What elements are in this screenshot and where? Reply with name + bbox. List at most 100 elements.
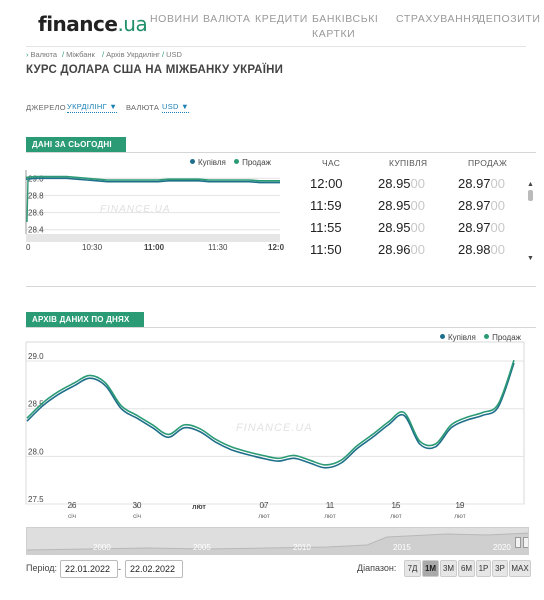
- nav-deposits[interactable]: ДЕПОЗИТИ: [478, 13, 541, 25]
- chart-x-tick-month: лют: [390, 513, 402, 520]
- nav-bank-cards-line2[interactable]: КАРТКИ: [312, 28, 356, 40]
- cell-sell-tail: 00: [490, 176, 506, 191]
- scroll-up-icon[interactable]: ▲: [527, 181, 534, 188]
- section-divider: [26, 152, 536, 153]
- column-header-sell: ПРОДАЖ: [468, 158, 508, 168]
- cell-sell: 28.9700: [458, 176, 505, 191]
- nav-credits[interactable]: КРЕДИТИ: [255, 13, 308, 25]
- legend-dot-icon: [484, 334, 490, 340]
- archive-legend: Купівля Продаж: [440, 333, 521, 342]
- cell-buy: 28.9600: [378, 242, 425, 257]
- chart-y-tick: 28.8: [28, 191, 44, 200]
- column-header-time: ЧАС: [322, 158, 341, 168]
- logo-text: finance: [38, 12, 118, 36]
- table-row: 11:59 28.9500 28.9700: [296, 198, 524, 220]
- date-to-input[interactable]: 22.02.2022: [125, 560, 183, 578]
- cell-buy-value: 28.95: [378, 220, 411, 235]
- cell-buy-value: 28.95: [378, 198, 411, 213]
- range-button-3m[interactable]: 3М: [440, 560, 457, 577]
- chart-x-tick-month: лют: [258, 513, 270, 520]
- source-value: УКРДІЛІНГ: [67, 102, 107, 111]
- legend-label: Купівля: [448, 333, 476, 342]
- cell-buy-value: 28.95: [378, 176, 411, 191]
- cell-buy-tail: 00: [410, 176, 426, 191]
- chevron-right-icon: ›: [26, 50, 29, 59]
- cell-sell-value: 28.97: [458, 220, 491, 235]
- slash-icon: /: [162, 50, 165, 59]
- chart-watermark: FINANCE.UA: [236, 422, 313, 434]
- period-label: Період:: [26, 563, 58, 573]
- breadcrumb-label: Міжбанк: [66, 50, 95, 59]
- range-button-max[interactable]: MAX: [509, 560, 531, 577]
- chart-y-tick: 27.5: [28, 495, 44, 504]
- currency-select[interactable]: USD ▼: [162, 102, 189, 113]
- range-label: Діапазон:: [357, 563, 397, 573]
- legend-label: Продаж: [242, 158, 272, 167]
- range-button-3y[interactable]: 3Р: [492, 560, 508, 577]
- cell-buy-tail: 00: [410, 242, 426, 257]
- column-header-buy: КУПІВЛЯ: [389, 158, 428, 168]
- section-divider: [26, 327, 536, 328]
- table-row: 11:55 28.9500 28.9700: [296, 220, 524, 242]
- date-from-input[interactable]: 22.01.2022: [60, 560, 118, 578]
- chart-x-tick-day: 19: [456, 501, 465, 510]
- legend-item-sell[interactable]: Продаж: [484, 333, 521, 342]
- breadcrumb: › Валюта / Міжбанк / Архів Укрдилінг / USD: [26, 46, 526, 60]
- range-button-1m[interactable]: 1М: [422, 560, 439, 577]
- range-navigator[interactable]: 2000 2005 2010 2015 2020: [26, 527, 529, 555]
- breadcrumb-item[interactable]: / USD: [162, 50, 182, 59]
- navigator-left-handle[interactable]: [515, 537, 521, 548]
- dropdown-arrow-icon: ▼: [109, 102, 118, 111]
- cell-sell-value: 28.97: [458, 198, 491, 213]
- range-button-7d[interactable]: 7Д: [404, 560, 421, 577]
- cell-buy-value: 28.96: [378, 242, 411, 257]
- currency-label: ВАЛЮТА: [126, 103, 160, 112]
- navigator-year: 2010: [293, 543, 311, 552]
- breadcrumb-item[interactable]: › Валюта: [26, 50, 57, 59]
- chart-x-tick-day: 07: [260, 501, 269, 510]
- section-divider: [26, 286, 536, 287]
- nav-bank-cards[interactable]: БАНКІВСЬКІ: [312, 13, 379, 25]
- currency-value: USD: [162, 102, 179, 111]
- chart-x-tick-month: січ: [133, 512, 141, 520]
- breadcrumb-label: Архів Укрдилінг: [106, 50, 160, 59]
- chart-watermark: FINANCE.UA: [100, 204, 171, 215]
- navigator-right-handle[interactable]: [523, 537, 528, 548]
- breadcrumb-label: USD: [166, 50, 182, 59]
- archive-chart: 29.0 28.5 28.0 27.5 FINANCE.UA 26 січ 30 січ лют 0…: [25, 341, 525, 520]
- chart-y-tick: 28.6: [28, 209, 44, 218]
- range-button-6m[interactable]: 6М: [458, 560, 475, 577]
- source-select[interactable]: УКРДІЛІНГ ▼: [67, 102, 118, 113]
- nav-currency[interactable]: ВАЛЮТА: [203, 13, 251, 25]
- site-header: finance.ua НОВИНИ ВАЛЮТА КРЕДИТИ БАНКІВС…: [0, 0, 544, 44]
- cell-sell-value: 28.98: [458, 242, 491, 257]
- chart-x-tick-month: січ: [68, 512, 76, 520]
- table-scrollbar[interactable]: ▲ ▼: [526, 181, 535, 265]
- scroll-thumb[interactable]: [528, 190, 533, 201]
- nav-news[interactable]: НОВИНИ: [150, 13, 200, 25]
- legend-item-sell[interactable]: Продаж: [234, 158, 271, 167]
- legend-dot-icon: [234, 159, 240, 165]
- today-legend: Купівля Продаж: [190, 158, 271, 167]
- slash-icon: /: [62, 50, 65, 59]
- range-button-1y[interactable]: 1Р: [476, 560, 491, 577]
- chart-y-tick: 29.0: [28, 352, 44, 361]
- breadcrumb-item[interactable]: / Міжбанк: [62, 50, 95, 59]
- cell-time: 11:55: [310, 220, 342, 235]
- chart-x-tick-day: 26: [68, 501, 77, 510]
- nav-insurance[interactable]: СТРАХУВАННЯ: [396, 13, 480, 25]
- legend-item-buy[interactable]: Купівля: [440, 333, 476, 342]
- scroll-down-icon[interactable]: ▼: [527, 255, 534, 262]
- chart-plot-area: [25, 341, 525, 505]
- cell-buy: 28.9500: [378, 198, 425, 213]
- legend-item-buy[interactable]: Купівля: [190, 158, 226, 167]
- site-logo[interactable]: finance.ua: [38, 12, 148, 36]
- cell-sell: 28.9700: [458, 198, 505, 213]
- chart-x-tick-month: лют: [324, 513, 336, 520]
- breadcrumb-item[interactable]: / Архів Укрдилінг: [102, 50, 160, 59]
- cell-time: 12:00: [310, 176, 343, 191]
- navigator-history-area: [27, 532, 528, 554]
- table-row: 12:00 28.9500 28.9700: [296, 176, 524, 198]
- chart-x-tick: 0: [26, 243, 31, 252]
- chart-series-line: [26, 359, 515, 466]
